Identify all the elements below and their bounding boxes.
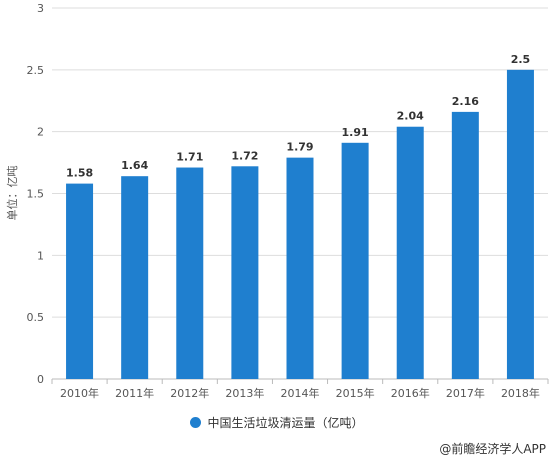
data-label: 1.91 bbox=[342, 126, 369, 139]
x-tick-label: 2018年 bbox=[501, 386, 540, 400]
y-tick-label: 1 bbox=[37, 249, 44, 262]
y-tick-label: 2.5 bbox=[27, 64, 45, 77]
x-tick-label: 2013年 bbox=[225, 386, 264, 400]
bar bbox=[396, 126, 424, 379]
bar bbox=[451, 111, 479, 379]
bar bbox=[506, 69, 534, 379]
data-label: 1.71 bbox=[176, 151, 203, 164]
legend-label: 中国生活垃圾清运量（亿吨） bbox=[207, 416, 364, 430]
source-credit: @前瞻经济学人APP bbox=[439, 442, 546, 456]
data-label: 2.04 bbox=[397, 110, 424, 123]
bar bbox=[341, 142, 369, 379]
data-labels: 1.58 1.64 1.71 1.72 1.79 1.91 2.04 2.16 2.5 bbox=[66, 53, 530, 180]
data-label: 1.58 bbox=[66, 167, 93, 180]
y-axis: 0 0.5 1 1.5 2 2.5 3 bbox=[27, 2, 45, 386]
y-tick-label: 1.5 bbox=[27, 188, 45, 201]
x-tick-label: 2015年 bbox=[336, 386, 375, 400]
x-tick-label: 2014年 bbox=[281, 386, 320, 400]
data-label: 1.72 bbox=[231, 149, 258, 162]
bars bbox=[66, 69, 534, 379]
y-tick-label: 0.5 bbox=[27, 311, 45, 324]
x-tick-label: 2010年 bbox=[60, 386, 99, 400]
data-label: 1.64 bbox=[121, 159, 148, 172]
y-tick-label: 0 bbox=[37, 373, 44, 386]
y-axis-title: 单位：亿吨 bbox=[5, 166, 19, 221]
bar bbox=[121, 176, 149, 379]
bar bbox=[231, 166, 259, 379]
x-tick-label: 2017年 bbox=[446, 386, 485, 400]
bar bbox=[176, 167, 204, 379]
bar bbox=[66, 183, 94, 379]
y-tick-label: 3 bbox=[37, 2, 44, 15]
y-tick-label: 2 bbox=[37, 126, 44, 139]
legend: 中国生活垃圾清运量（亿吨） bbox=[0, 414, 554, 431]
data-label: 2.5 bbox=[511, 53, 531, 66]
x-tick-label: 2012年 bbox=[170, 386, 209, 400]
bar bbox=[286, 157, 314, 379]
x-tick-label: 2011年 bbox=[115, 386, 154, 400]
x-axis: 2010年 2011年 2012年 2013年 2014年 2015年 2016年 2017年… bbox=[51, 379, 549, 400]
legend-marker-icon bbox=[190, 417, 202, 428]
data-label: 2.16 bbox=[452, 95, 479, 108]
x-tick-label: 2016年 bbox=[391, 386, 430, 400]
data-label: 1.79 bbox=[286, 141, 313, 154]
